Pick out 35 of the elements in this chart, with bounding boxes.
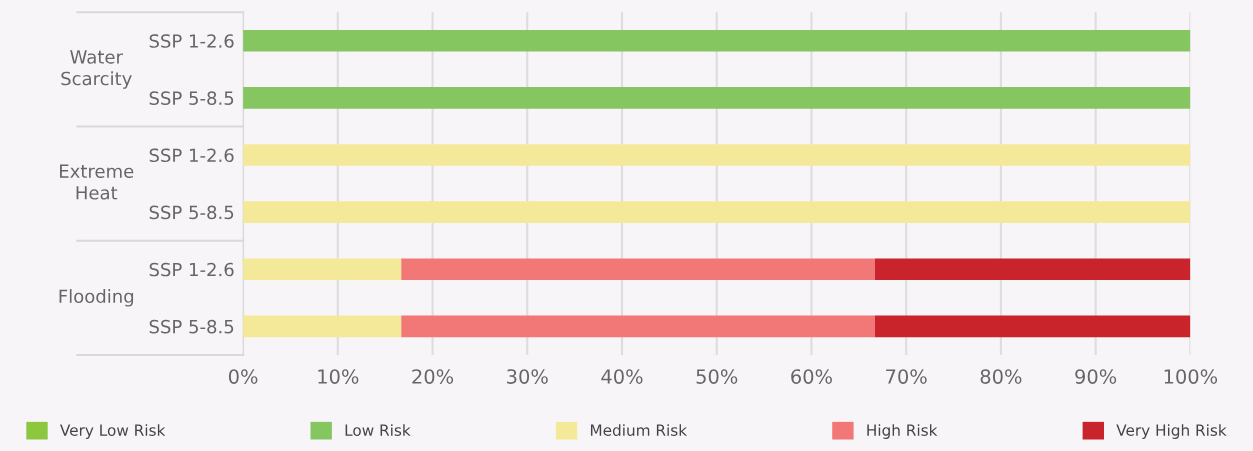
bar <box>243 315 402 338</box>
x-tick-label: 0% <box>228 369 258 384</box>
y-tick-label: SSP 5-8.5 <box>149 91 234 105</box>
bar <box>243 201 1191 223</box>
bar <box>874 315 1191 338</box>
legend-label: High Risk <box>867 424 938 439</box>
text: Water Scarcity <box>61 50 132 89</box>
bar <box>243 87 1191 109</box>
bar <box>401 315 875 338</box>
x-tick-label: 80% <box>980 369 1022 384</box>
legend-label: Very Low Risk <box>60 424 166 439</box>
x-tick-label: 10% <box>318 369 359 384</box>
text: Extreme Heat <box>60 164 134 200</box>
text: Flooding <box>59 289 134 307</box>
y-tick-label: SSP 1-2.6 <box>149 148 234 163</box>
x-tick-label: 40% <box>601 369 643 384</box>
y-tick-label: SSP 5-8.5 <box>149 319 234 334</box>
y-tick-label: SSP 1-2.6 <box>149 34 234 48</box>
y-tick-label: SSP 5-8.5 <box>149 205 234 220</box>
bar <box>243 29 1191 52</box>
x-tick-label: 30% <box>507 369 548 384</box>
x-tick-label: 50% <box>696 369 738 384</box>
y-tick-label: SSP 1-2.6 <box>149 262 234 277</box>
bar <box>401 258 875 281</box>
bar <box>243 258 402 281</box>
x-tick-label: 70% <box>886 369 927 384</box>
x-tick-label: 60% <box>791 369 832 384</box>
legend-label: Medium Risk <box>590 424 688 436</box>
legend-label: Low Risk <box>345 424 411 436</box>
bar <box>243 144 1191 166</box>
x-tick-label: 20% <box>412 369 454 384</box>
legend-label: Very High Risk <box>1116 424 1227 439</box>
x-tick-label: 100% <box>1164 369 1218 384</box>
bar <box>874 258 1191 281</box>
x-tick-label: 90% <box>1075 369 1117 384</box>
